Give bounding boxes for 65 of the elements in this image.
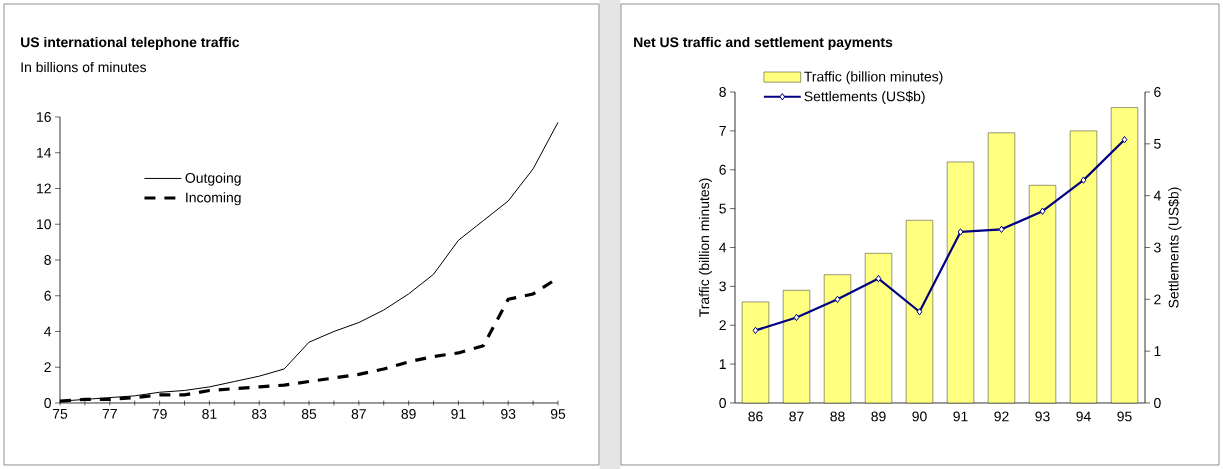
- chart-title: US international telephone traffic: [21, 36, 240, 50]
- point: [752, 326, 759, 335]
- y-tick-label: 3: [719, 281, 726, 292]
- x-tick-label: 89: [871, 411, 886, 422]
- x-tick-label: 77: [102, 409, 117, 419]
- y-tick-label: 6: [719, 164, 726, 175]
- point: [916, 308, 923, 316]
- x-tick-label: 87: [789, 411, 804, 422]
- point: [834, 295, 841, 304]
- x-tick-label: 89: [401, 408, 416, 419]
- x-tick-label: 95: [550, 408, 566, 419]
- chart-subtitle: In billions of minutes: [21, 61, 147, 73]
- x-tick-label: 79: [152, 408, 167, 419]
- y-tick-label: 0: [44, 398, 51, 408]
- x-tick-label: 86: [748, 411, 763, 422]
- x-tick-label: 95: [1117, 411, 1132, 422]
- y-tick-label: 0: [719, 398, 726, 408]
- point: [793, 313, 800, 322]
- x-tick-label: 87: [351, 408, 366, 419]
- y2-axis-title: Settlements (US$b): [1168, 187, 1182, 308]
- x-tick-label: 91: [451, 408, 466, 419]
- x-tick-label: 91: [953, 411, 968, 422]
- x-tick-label: 88: [830, 411, 845, 422]
- legend-label: Incoming: [186, 192, 241, 206]
- x-tick-label: 93: [1035, 411, 1050, 422]
- x-tick-label: 92: [994, 411, 1009, 422]
- y-tick-label: 12: [37, 183, 51, 194]
- y-tick-label: 2: [44, 362, 51, 373]
- point: [1080, 176, 1087, 184]
- x-tick-label: 81: [202, 408, 217, 419]
- y-tick-label: 6: [44, 290, 51, 301]
- y-tick-label: 8: [44, 255, 51, 265]
- point: [998, 225, 1005, 234]
- y2-tick-label: 3: [1154, 242, 1161, 253]
- y2-tick-label: 6: [1154, 87, 1161, 97]
- x-tick-label: 85: [301, 408, 317, 419]
- x-tick-label: 93: [501, 408, 516, 419]
- y-tick-label: 1: [719, 359, 726, 369]
- legend-label: Outgoing: [185, 172, 241, 186]
- point: [957, 228, 964, 236]
- x-tick-label: 83: [252, 408, 267, 419]
- y-tick-label: 7: [719, 126, 726, 136]
- x-tick-label: 90: [912, 411, 927, 422]
- x-tick-label: 94: [1076, 411, 1091, 422]
- y-tick-label: 4: [44, 326, 52, 337]
- y2-tick-label: 2: [1154, 294, 1161, 305]
- y-tick-label: 8: [719, 87, 726, 97]
- y2-tick-label: 4: [1153, 190, 1161, 201]
- y-axis-title: Traffic (billion minutes): [698, 178, 712, 317]
- y2-tick-label: 0: [1154, 398, 1161, 408]
- y-tick-label: 5: [719, 203, 726, 214]
- y-tick-label: 16: [37, 112, 51, 122]
- legend-label: Traffic (billion minutes): [804, 71, 943, 85]
- y-tick-label: 4: [719, 242, 727, 253]
- y-tick-label: 2: [719, 320, 726, 331]
- point: [1121, 135, 1128, 144]
- y-tick-label: 14: [37, 147, 52, 158]
- y2-tick-label: 5: [1154, 138, 1161, 149]
- y-tick-label: 10: [37, 219, 51, 230]
- chart-title: Net US traffic and settlement payments: [634, 36, 893, 50]
- point: [1039, 207, 1046, 215]
- y2-tick-label: 1: [1154, 346, 1161, 356]
- point: [875, 274, 882, 283]
- legend-label: Settlements (US$b): [804, 90, 925, 105]
- x-tick-label: 75: [52, 409, 68, 419]
